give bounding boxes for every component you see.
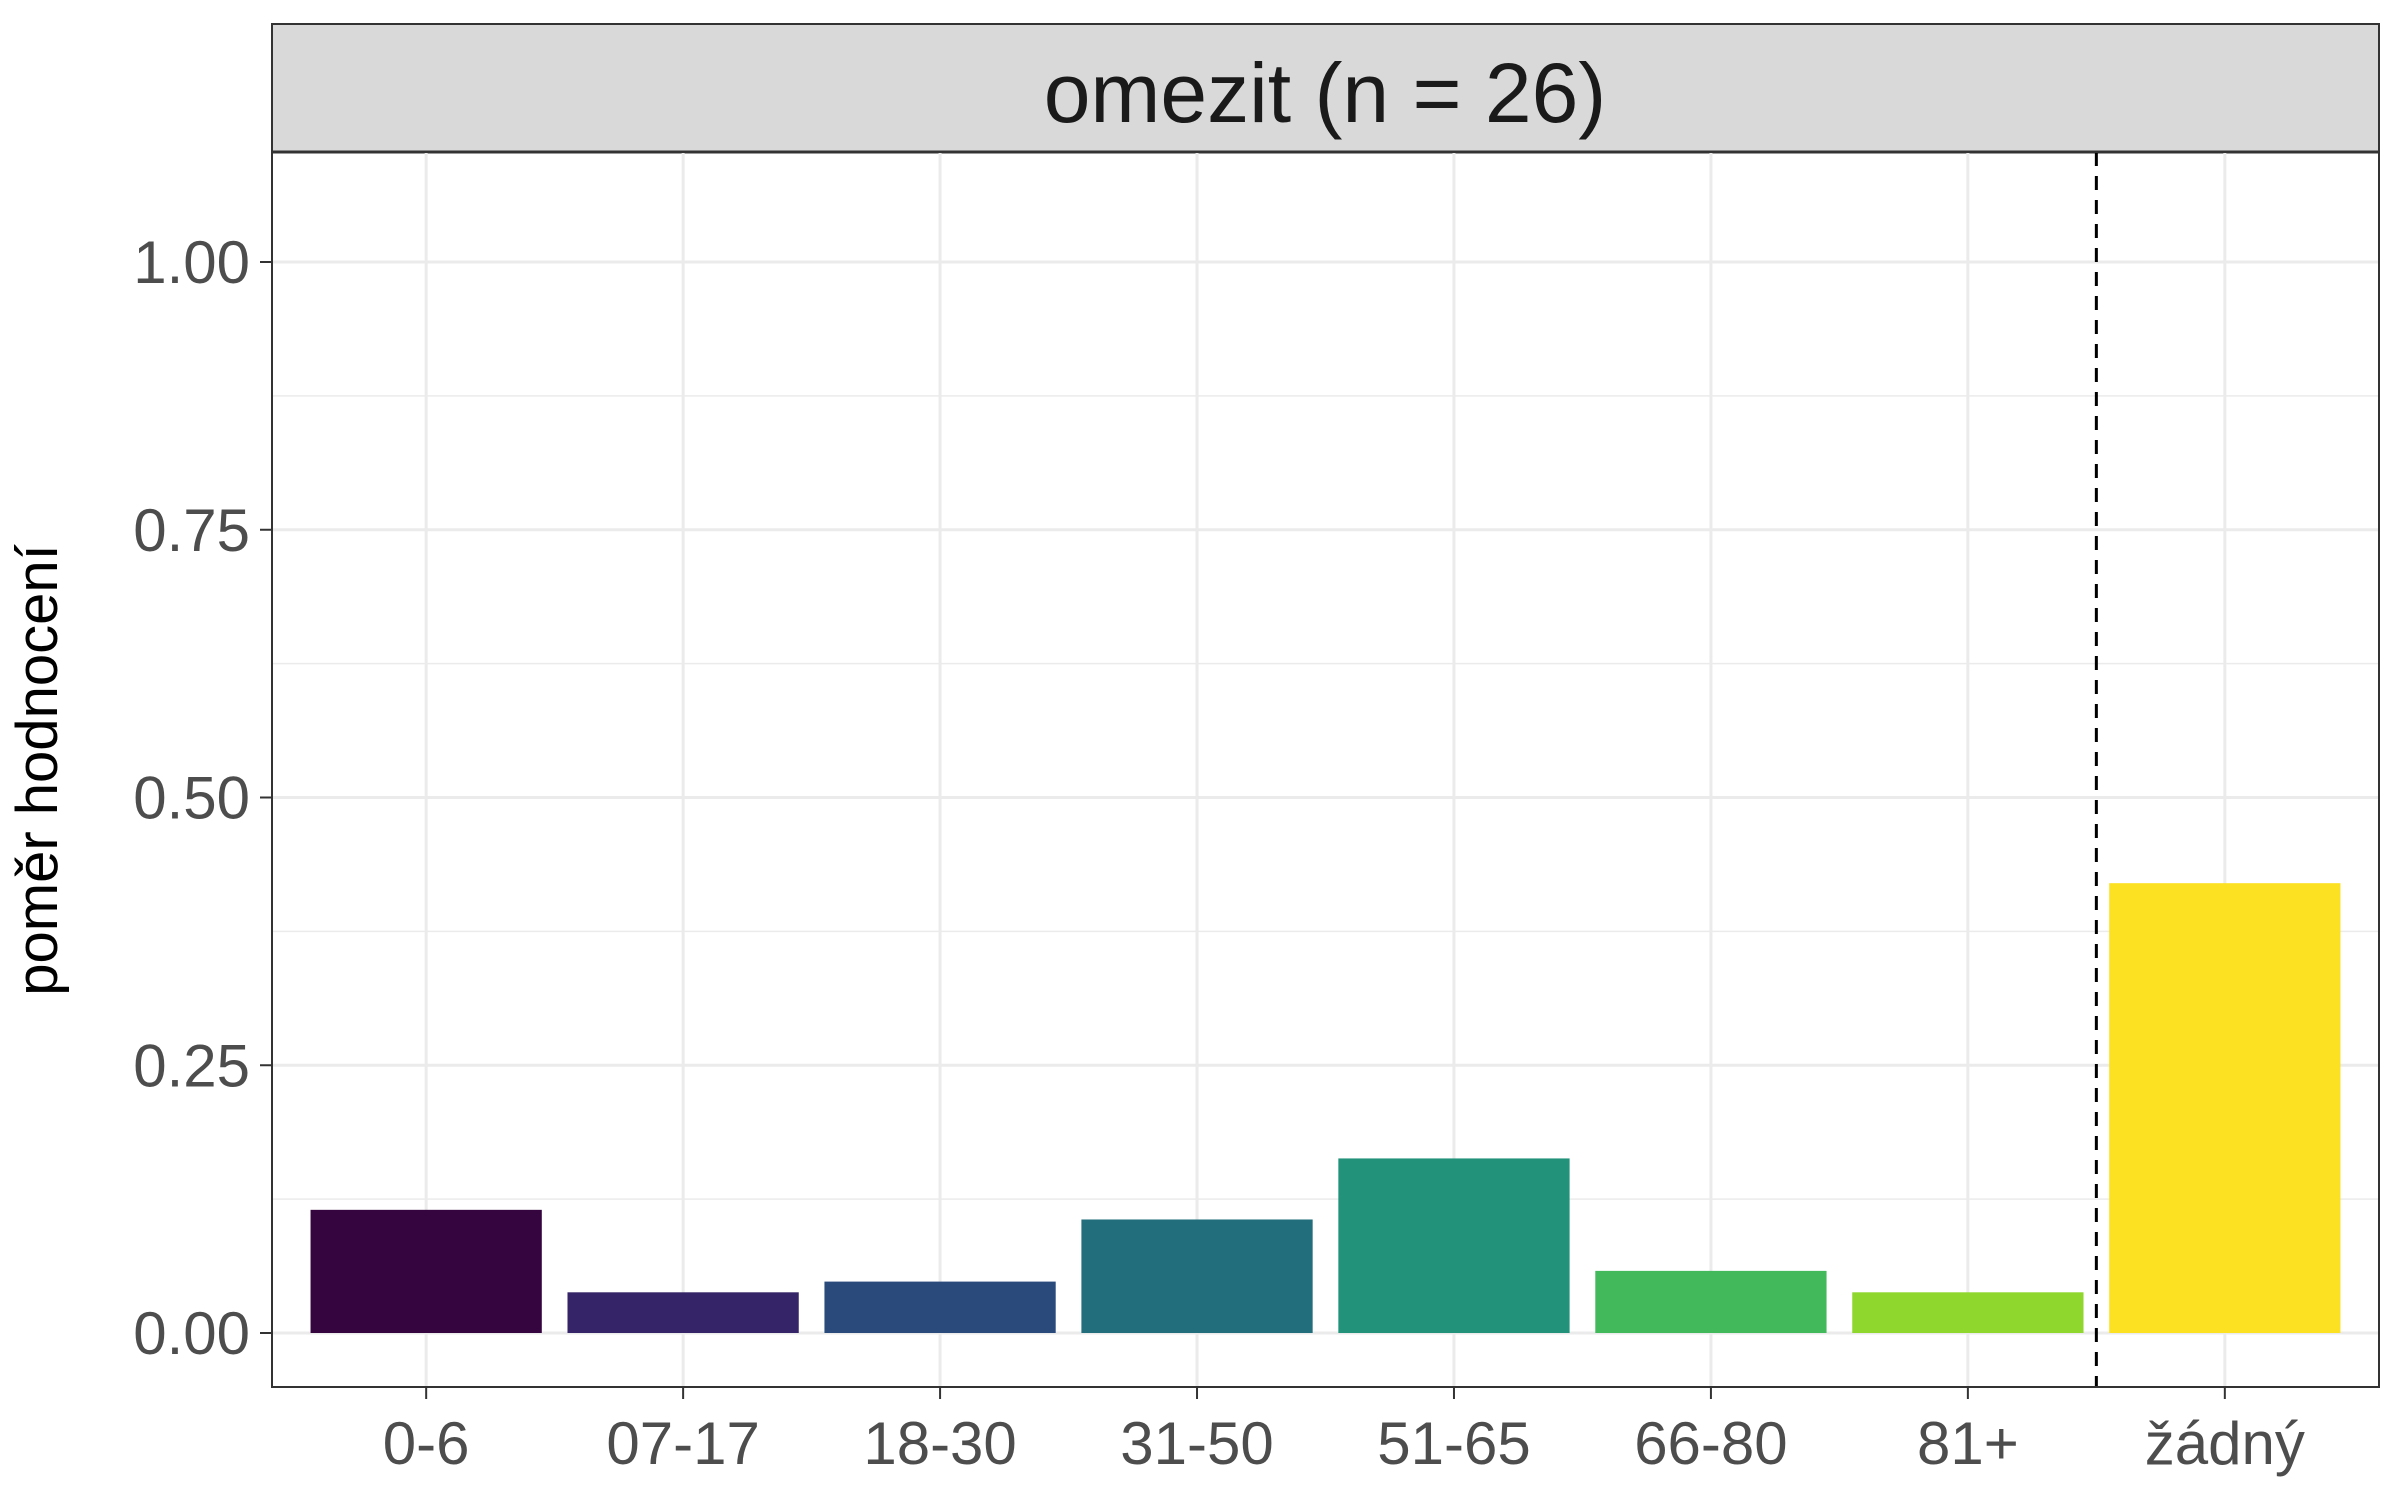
- x-tick-label: 31-50: [1120, 1410, 1273, 1477]
- y-tick-label: 0.75: [133, 497, 250, 564]
- bar-0-6: [310, 1209, 542, 1333]
- bar-81+: [1852, 1292, 2084, 1333]
- bar-žádný: [2109, 883, 2341, 1333]
- y-axis: 0.00 0.25 0.50 0.75 1.00: [133, 229, 272, 1367]
- facet-title: omezit (n = 26): [1044, 46, 1607, 140]
- x-axis: 0-6 07-17 18-30 31-50 51-65 66-80 81+ žádný: [383, 1387, 2305, 1477]
- x-tick-label: 0-6: [383, 1410, 470, 1477]
- bar-66-80: [1595, 1270, 1827, 1333]
- facet-strip: [271, 23, 2380, 153]
- bar-07-17: [567, 1292, 799, 1333]
- grid-layer: [272, 152, 2379, 1387]
- bar-31-50: [1081, 1219, 1313, 1333]
- y-axis-title: poměr hodnocení: [5, 544, 70, 995]
- x-tick-label: 81+: [1917, 1410, 2019, 1477]
- bar-18-30: [824, 1281, 1056, 1333]
- x-tick-label: 18-30: [863, 1410, 1016, 1477]
- y-tick-label: 1.00: [133, 229, 250, 296]
- x-tick-label: 07-17: [606, 1410, 759, 1477]
- bar-51-65: [1338, 1158, 1570, 1333]
- y-tick-label: 0.50: [133, 765, 250, 832]
- plot-panel-border: [271, 151, 2380, 1388]
- bar-layer: [310, 883, 2341, 1333]
- y-tick-label: 0.25: [133, 1032, 250, 1099]
- x-tick-label: 66-80: [1634, 1410, 1787, 1477]
- x-tick-label: 51-65: [1377, 1410, 1530, 1477]
- x-tick-label: žádný: [2145, 1410, 2305, 1477]
- y-tick-label: 0.00: [133, 1300, 250, 1367]
